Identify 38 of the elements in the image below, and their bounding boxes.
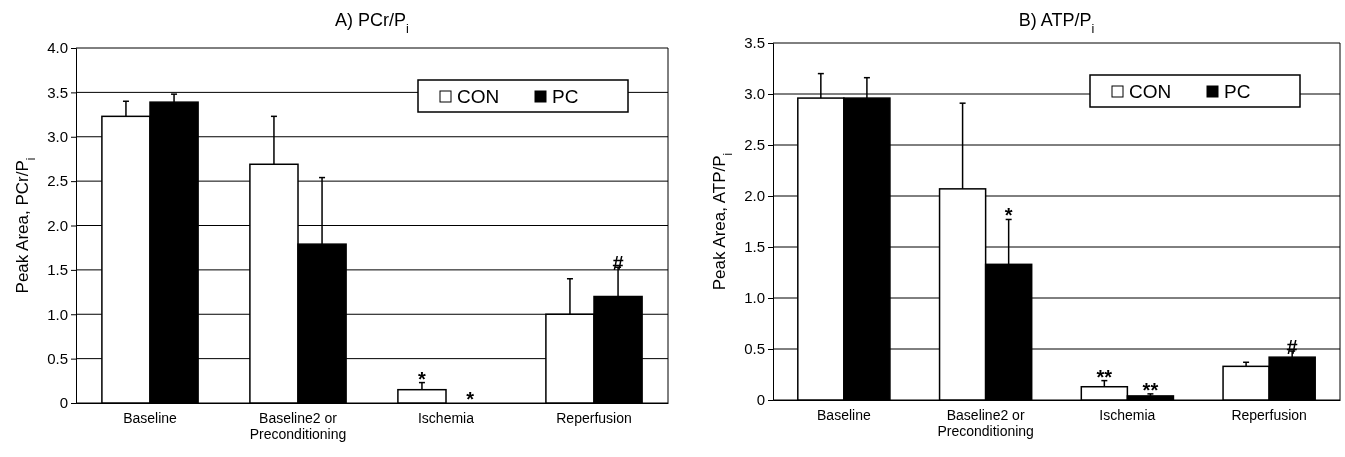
- y-tick-label: 1.5: [744, 238, 765, 256]
- y-tick-label: 0: [756, 391, 765, 409]
- chart-title: A) PCr/P$_{i}$: [335, 10, 409, 36]
- y-tick-label: 4.0: [47, 39, 68, 57]
- legend-label: PC: [552, 86, 579, 107]
- y-tick-label: 3.0: [744, 85, 765, 103]
- y-tick-label: 1.0: [744, 289, 765, 307]
- y-tick-label: 0.5: [47, 349, 68, 367]
- y-tick-label: 2.0: [47, 216, 68, 234]
- y-tick-label: 2.0: [744, 187, 765, 205]
- x-tick-label: Ischemia: [417, 409, 475, 426]
- annotation: #: [612, 252, 624, 275]
- x-tick-label: Reperfusion: [556, 409, 632, 426]
- chart-title: B) ATP/P$_{i}$: [1018, 10, 1095, 36]
- x-tick-label: Baseline2 or Preconditioning: [249, 409, 347, 442]
- x-tick-label: Ischemia: [1099, 406, 1156, 423]
- y-tick-label: 0: [59, 394, 68, 412]
- legend-label: CON: [1129, 81, 1172, 102]
- annotation: #: [1286, 336, 1298, 359]
- y-tick-label: 2.5: [744, 136, 765, 154]
- annotation: **: [1096, 365, 1113, 388]
- annotation: **: [1142, 378, 1159, 401]
- legend-label: PC: [1224, 81, 1251, 102]
- annotation: *: [466, 388, 475, 410]
- y-tick-label: 1.0: [47, 305, 68, 323]
- x-tick-label: Baseline: [123, 409, 178, 426]
- annotation: *: [1004, 204, 1013, 227]
- y-tick-label: 0.5: [744, 340, 765, 358]
- legend-label: CON: [457, 86, 500, 107]
- y-tick-label: 3.5: [744, 34, 765, 52]
- y-tick-label: 2.5: [47, 172, 68, 190]
- x-tick-label: Baseline2 or Preconditioning: [937, 406, 1034, 439]
- y-tick-label: 3.5: [47, 83, 68, 101]
- x-tick-label: Baseline: [817, 406, 871, 423]
- annotation: *: [418, 367, 427, 390]
- y-tick-label: 1.5: [47, 261, 68, 279]
- x-tick-label: Reperfusion: [1231, 406, 1307, 423]
- y-tick-label: 3.0: [47, 128, 68, 146]
